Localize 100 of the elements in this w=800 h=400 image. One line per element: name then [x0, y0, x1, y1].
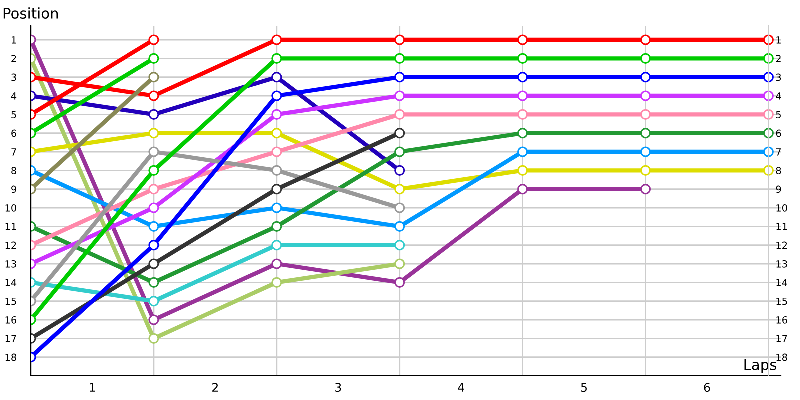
point — [148, 221, 160, 232]
point — [394, 258, 406, 270]
point — [272, 146, 282, 158]
point — [394, 240, 406, 251]
point — [394, 53, 406, 64]
point — [394, 72, 406, 83]
point — [272, 221, 282, 232]
point — [394, 221, 406, 232]
y2-tick-label: 11 — [776, 223, 788, 230]
point — [394, 184, 406, 195]
x-tick-label: 4 — [458, 383, 464, 392]
x-axis-title: Laps — [744, 360, 777, 374]
point — [394, 109, 406, 120]
y2-tick-label: 13 — [776, 260, 788, 268]
point — [640, 34, 652, 46]
point — [272, 128, 282, 139]
y-tick-label: 1 — [12, 36, 16, 44]
point — [272, 258, 282, 270]
y2-tick-label: 2 — [776, 55, 781, 62]
point — [394, 34, 406, 46]
y-tick-label: 14 — [6, 279, 17, 286]
point — [394, 165, 406, 176]
point — [148, 314, 160, 326]
point — [272, 90, 282, 102]
y-tick-label: 16 — [6, 316, 16, 324]
point — [394, 146, 406, 158]
point — [148, 258, 160, 270]
point — [518, 34, 528, 46]
y2-tick-label: 12 — [776, 242, 788, 250]
point — [640, 53, 652, 64]
point — [272, 202, 282, 214]
point — [640, 184, 652, 195]
y-tick-label: 11 — [6, 223, 16, 230]
y2-tick-label: 4 — [776, 92, 782, 100]
point — [148, 296, 160, 307]
point — [148, 109, 160, 120]
y-tick-label: 3 — [12, 74, 16, 82]
y2-tick-label: 8 — [776, 167, 782, 174]
point — [272, 165, 282, 176]
point — [394, 128, 406, 139]
y-tick-label: 12 — [6, 242, 16, 250]
point — [394, 202, 406, 214]
point — [394, 90, 406, 102]
point — [272, 34, 282, 46]
point — [148, 277, 160, 288]
x-tick-label: 6 — [704, 383, 710, 392]
point — [640, 109, 652, 120]
point — [148, 202, 160, 214]
point — [518, 128, 528, 139]
y2-tick-label: 7 — [776, 148, 782, 156]
point — [640, 72, 652, 83]
point — [518, 90, 528, 102]
point — [148, 146, 160, 158]
y2-tick-label: 18 — [776, 354, 788, 362]
y2-tick-label: 3 — [776, 74, 782, 82]
point — [272, 184, 282, 195]
y2-tick-label: 9 — [776, 186, 782, 194]
point — [272, 109, 282, 120]
y-tick-label: 7 — [12, 148, 16, 156]
y-tick-label: 13 — [6, 260, 16, 268]
point — [518, 53, 528, 64]
y-tick-label: 4 — [11, 92, 17, 100]
x-tick-label: 5 — [581, 383, 588, 392]
y-tick-label: 15 — [6, 298, 16, 306]
point — [518, 146, 528, 158]
y-tick-label: 6 — [12, 130, 16, 138]
point — [148, 165, 160, 176]
point — [518, 184, 528, 195]
point — [148, 90, 160, 102]
point — [148, 333, 160, 344]
point — [148, 240, 160, 251]
x-tick-label: 3 — [336, 383, 342, 392]
y2-tick-label: 16 — [776, 316, 788, 324]
y-tick-label: 9 — [12, 186, 16, 194]
point — [518, 109, 528, 120]
y2-tick-label: 15 — [776, 298, 788, 306]
y2-tick-label: 5 — [776, 111, 781, 118]
point — [148, 184, 160, 195]
y2-tick-label: 10 — [776, 204, 788, 212]
y-axis-title: Position — [4, 8, 58, 19]
point — [272, 240, 282, 251]
point — [272, 277, 282, 288]
point — [272, 72, 282, 83]
y-tick-label: 10 — [6, 204, 16, 212]
y-tick-label: 18 — [6, 354, 16, 362]
y-tick-label: 8 — [12, 167, 16, 174]
y2-tick-label: 17 — [776, 335, 788, 342]
y2-tick-label: 6 — [776, 130, 782, 138]
point — [640, 90, 652, 102]
point — [518, 72, 528, 83]
point — [394, 277, 406, 288]
point — [272, 53, 282, 64]
x-tick-label: 2 — [212, 383, 218, 392]
y-tick-label: 2 — [12, 55, 16, 62]
y2-tick-label: 14 — [776, 279, 788, 286]
point — [640, 146, 652, 158]
point — [640, 128, 652, 139]
x-tick-label: 1 — [90, 383, 96, 392]
point — [518, 165, 528, 176]
y-tick-label: 5 — [12, 111, 16, 118]
